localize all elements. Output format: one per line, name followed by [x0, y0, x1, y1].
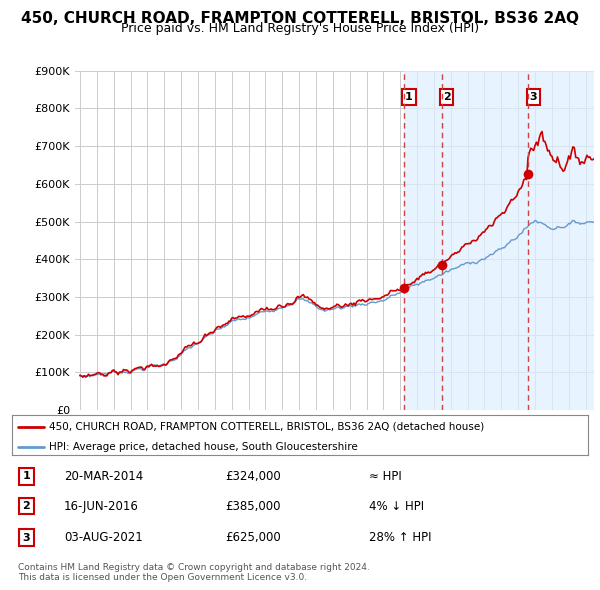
Text: Price paid vs. HM Land Registry's House Price Index (HPI): Price paid vs. HM Land Registry's House … [121, 22, 479, 35]
Text: 16-JUN-2016: 16-JUN-2016 [64, 500, 139, 513]
Text: 2: 2 [443, 92, 451, 102]
Text: Contains HM Land Registry data © Crown copyright and database right 2024.
This d: Contains HM Land Registry data © Crown c… [18, 563, 370, 582]
Text: 2: 2 [23, 501, 30, 511]
Text: 3: 3 [23, 533, 30, 543]
Text: 1: 1 [23, 471, 30, 481]
Text: £385,000: £385,000 [225, 500, 281, 513]
Text: 450, CHURCH ROAD, FRAMPTON COTTERELL, BRISTOL, BS36 2AQ (detached house): 450, CHURCH ROAD, FRAMPTON COTTERELL, BR… [49, 422, 485, 432]
Text: HPI: Average price, detached house, South Gloucestershire: HPI: Average price, detached house, Sout… [49, 442, 358, 452]
Text: 03-AUG-2021: 03-AUG-2021 [64, 531, 143, 544]
Text: 28% ↑ HPI: 28% ↑ HPI [369, 531, 431, 544]
Text: ≈ HPI: ≈ HPI [369, 470, 402, 483]
Text: 4% ↓ HPI: 4% ↓ HPI [369, 500, 424, 513]
Text: £625,000: £625,000 [225, 531, 281, 544]
Text: 3: 3 [529, 92, 537, 102]
Text: 20-MAR-2014: 20-MAR-2014 [64, 470, 143, 483]
Text: 1: 1 [405, 92, 413, 102]
Text: 450, CHURCH ROAD, FRAMPTON COTTERELL, BRISTOL, BS36 2AQ: 450, CHURCH ROAD, FRAMPTON COTTERELL, BR… [21, 11, 579, 25]
Bar [404, 71, 600, 410]
Text: £324,000: £324,000 [225, 470, 281, 483]
